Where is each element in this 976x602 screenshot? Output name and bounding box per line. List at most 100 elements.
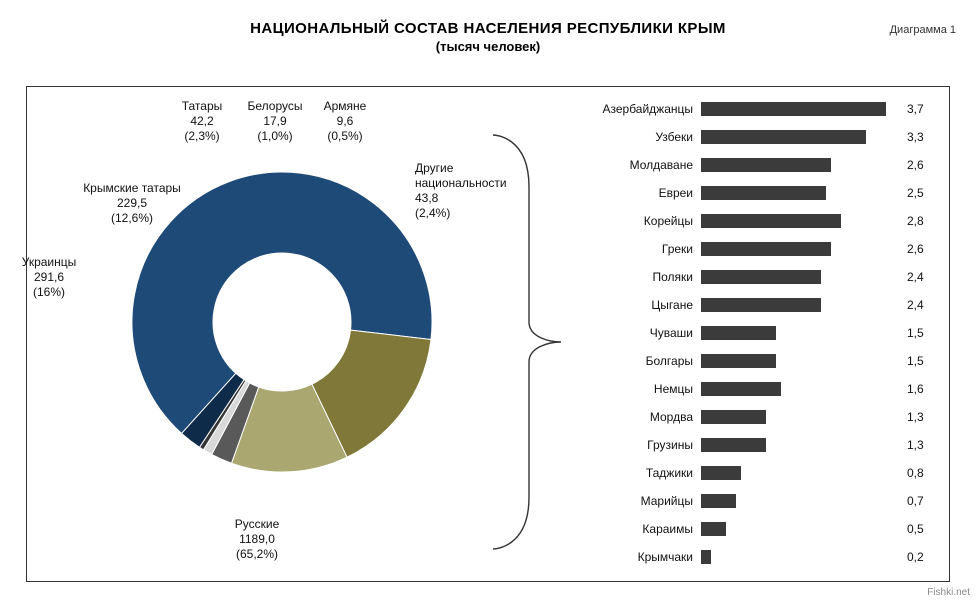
bar-value: 1,3	[901, 410, 924, 424]
bar-track	[701, 494, 901, 508]
slice-value: 229,5	[117, 196, 147, 210]
slice-value: 291,6	[34, 270, 64, 284]
bar-fill	[701, 130, 866, 144]
bar-value: 2,4	[901, 270, 924, 284]
bar-chart: Азербайджанцы3,7Узбеки3,3Молдаване2,6Евр…	[585, 95, 941, 573]
bar-row: Поляки 2,4	[585, 263, 941, 291]
bar-label: Узбеки	[585, 130, 701, 144]
bar-fill	[701, 186, 826, 200]
bar-fill	[701, 102, 886, 116]
bar-label: Караимы	[585, 522, 701, 536]
bar-track	[701, 382, 901, 396]
bar-value: 2,8	[901, 214, 924, 228]
bar-label: Мордва	[585, 410, 701, 424]
bar-row: Греки 2,6	[585, 235, 941, 263]
bar-fill	[701, 466, 741, 480]
bar-row: Грузины1,3	[585, 431, 941, 459]
bar-track	[701, 214, 901, 228]
bar-row: Азербайджанцы 3,7	[585, 95, 941, 123]
slice-percent: (16%)	[33, 285, 65, 299]
bar-fill	[701, 158, 831, 172]
bar-fill	[701, 410, 766, 424]
chart-title: НАЦИОНАЛЬНЫЙ СОСТАВ НАСЕЛЕНИЯ РЕСПУБЛИКИ…	[0, 20, 976, 37]
slice-value: 42,2	[190, 114, 213, 128]
bar-value: 1,5	[901, 354, 924, 368]
bar-track	[701, 298, 901, 312]
bar-value: 3,3	[901, 130, 924, 144]
slice-name: Украинцы	[22, 255, 77, 269]
slice-percent: (0,5%)	[327, 129, 362, 143]
bar-value: 2,4	[901, 298, 924, 312]
slice-name: Крымские татары	[83, 181, 181, 195]
bar-label: Цыгане	[585, 298, 701, 312]
bar-row: Марийцы0,7	[585, 487, 941, 515]
bar-row: Караимы 0,5	[585, 515, 941, 543]
bar-label: Болгары	[585, 354, 701, 368]
bar-value: 2,5	[901, 186, 924, 200]
slice-name: Татары	[182, 99, 223, 113]
bar-label: Чуваши	[585, 326, 701, 340]
bar-fill	[701, 382, 781, 396]
chart-subtitle: (тысяч человек)	[0, 39, 976, 54]
bar-label: Немцы	[585, 382, 701, 396]
bar-value: 3,7	[901, 102, 924, 116]
bar-fill	[701, 270, 821, 284]
slice-label: Русские1189,0(65,2%)	[235, 517, 280, 562]
bar-label: Евреи	[585, 186, 701, 200]
bar-track	[701, 354, 901, 368]
bar-track	[701, 438, 901, 452]
bar-value: 0,8	[901, 466, 924, 480]
bar-label: Корейцы	[585, 214, 701, 228]
bar-track	[701, 466, 901, 480]
slice-label: Украинцы291,6(16%)	[22, 255, 77, 300]
slice-value: 43,8	[415, 191, 438, 205]
bar-label: Греки	[585, 242, 701, 256]
bar-value: 0,2	[901, 550, 924, 564]
bar-value: 0,7	[901, 494, 924, 508]
chart-container: Русские1189,0(65,2%)Украинцы291,6(16%)Кр…	[26, 86, 950, 582]
bar-row: Таджики 0,8	[585, 459, 941, 487]
page-number: Диаграмма 1	[890, 24, 956, 36]
slice-label: Крымские татары229,5(12,6%)	[83, 181, 181, 226]
bar-label: Поляки	[585, 270, 701, 284]
bar-track	[701, 270, 901, 284]
bar-label: Крымчаки	[585, 550, 701, 564]
bar-value: 1,5	[901, 326, 924, 340]
bar-track	[701, 158, 901, 172]
slice-percent: (2,3%)	[184, 129, 219, 143]
slice-label: Армяне9,6(0,5%)	[324, 99, 367, 144]
watermark: Fishki.net	[927, 587, 970, 598]
bar-track	[701, 186, 901, 200]
bar-fill	[701, 494, 736, 508]
bar-track	[701, 326, 901, 340]
bar-value: 2,6	[901, 242, 924, 256]
bar-row: Евреи 2,5	[585, 179, 941, 207]
bar-fill	[701, 214, 841, 228]
bar-label: Таджики	[585, 466, 701, 480]
bar-row: Чуваши 1,5	[585, 319, 941, 347]
bar-track	[701, 550, 901, 564]
bar-row: Мордва 1,3	[585, 403, 941, 431]
bar-row: Узбеки 3,3	[585, 123, 941, 151]
bar-row: Корейцы 2,8	[585, 207, 941, 235]
bar-row: Немцы 1,6	[585, 375, 941, 403]
bar-track	[701, 102, 901, 116]
slice-name: Русские	[235, 517, 280, 531]
bar-label: Азербайджанцы	[585, 102, 701, 116]
bar-row: Болгары 1,5	[585, 347, 941, 375]
slice-label: Татары42,2(2,3%)	[182, 99, 223, 144]
slice-percent: (1,0%)	[257, 129, 292, 143]
bar-fill	[701, 438, 766, 452]
bar-row: Цыгане 2,4	[585, 291, 941, 319]
bar-value: 1,6	[901, 382, 924, 396]
bar-value: 2,6	[901, 158, 924, 172]
slice-name: Белорусы	[248, 99, 303, 113]
bar-row: Крымчаки 0,2	[585, 543, 941, 571]
slice-label: Белорусы17,9(1,0%)	[248, 99, 303, 144]
bar-track	[701, 410, 901, 424]
brace-connector	[489, 127, 569, 557]
bar-fill	[701, 298, 821, 312]
slice-value: 9,6	[337, 114, 354, 128]
bar-label: Грузины	[585, 438, 701, 452]
bar-value: 0,5	[901, 522, 924, 536]
